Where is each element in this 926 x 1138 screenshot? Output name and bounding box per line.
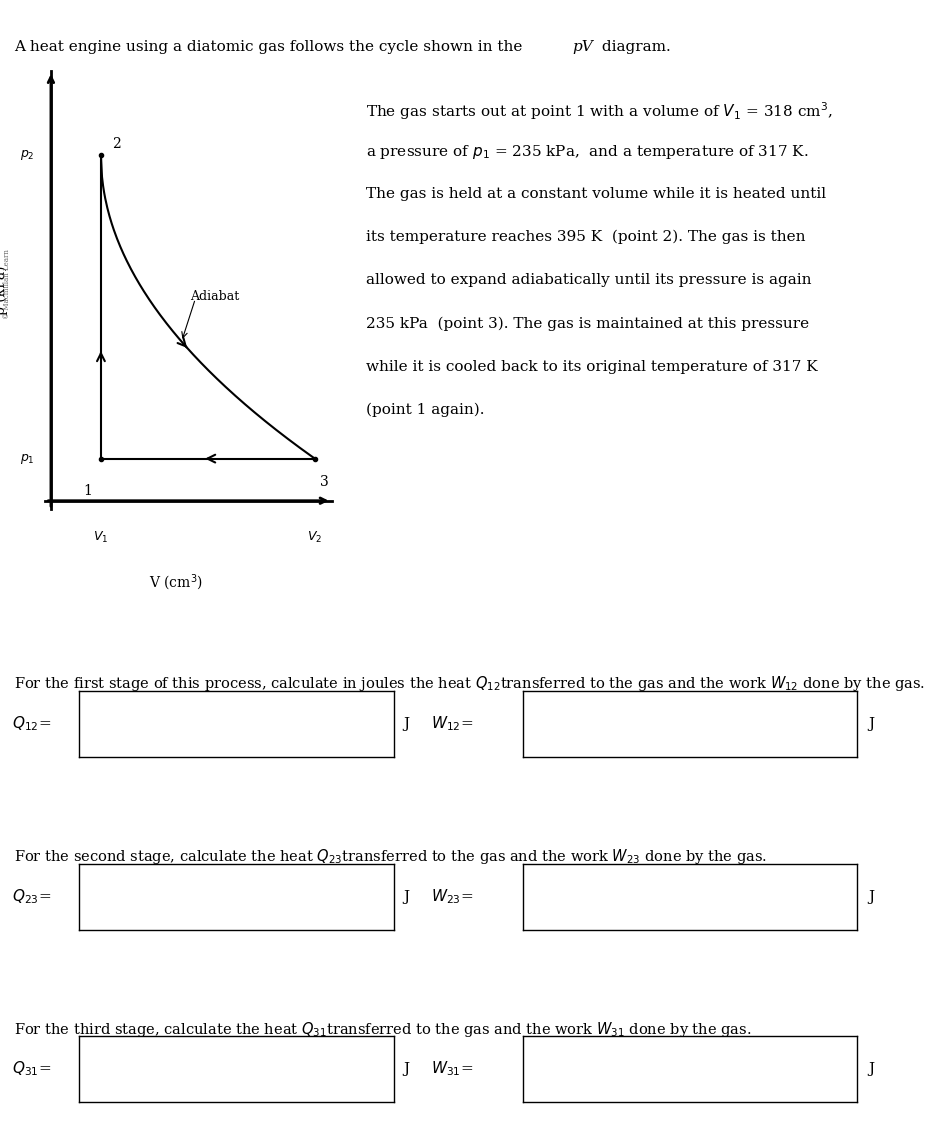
Text: 3: 3	[320, 476, 329, 489]
Text: The gas is held at a constant volume while it is heated until: The gas is held at a constant volume whi…	[366, 187, 826, 200]
Text: A heat engine using a diatomic gas follows the cycle shown in the: A heat engine using a diatomic gas follo…	[14, 40, 527, 53]
Text: Adiabat: Adiabat	[190, 290, 239, 303]
Text: $p_1$: $p_1$	[19, 452, 34, 465]
Text: J: J	[403, 717, 409, 731]
Text: p (kPa): p (kPa)	[0, 265, 8, 315]
Text: $V_1$: $V_1$	[94, 530, 108, 545]
Text: allowed to expand adiabatically until its pressure is again: allowed to expand adiabatically until it…	[366, 273, 811, 287]
Text: J: J	[403, 1062, 409, 1075]
Text: $W_{31}$=: $W_{31}$=	[431, 1059, 473, 1078]
Text: © Macmillan Learn: © Macmillan Learn	[4, 249, 11, 320]
Text: its temperature reaches 395 K  (point 2). The gas is then: its temperature reaches 395 K (point 2).…	[366, 230, 806, 245]
Text: For the second stage, calculate the heat $Q_{23}$transferred to the gas and the : For the second stage, calculate the heat…	[14, 847, 767, 866]
Text: J: J	[869, 1062, 875, 1075]
Text: For the first stage of this process, calculate in joules the heat $Q_{12}$transf: For the first stage of this process, cal…	[14, 674, 925, 693]
Text: $p_2$: $p_2$	[19, 148, 34, 163]
Text: $Q_{23}$=: $Q_{23}$=	[12, 888, 51, 906]
Text: For the third stage, calculate the heat $Q_{31}$transferred to the gas and the w: For the third stage, calculate the heat …	[14, 1020, 751, 1039]
Text: while it is cooled back to its original temperature of 317 K: while it is cooled back to its original …	[366, 360, 818, 373]
Text: $Q_{12}$=: $Q_{12}$=	[12, 715, 51, 733]
Text: diagram.: diagram.	[597, 40, 671, 53]
Text: The gas starts out at point 1 with a volume of $V_1$ = 318 cm$^3$,: The gas starts out at point 1 with a vol…	[366, 100, 832, 122]
Text: $W_{12}$=: $W_{12}$=	[431, 715, 473, 733]
Text: J: J	[403, 890, 409, 904]
Text: J: J	[869, 717, 875, 731]
Text: J: J	[869, 890, 875, 904]
Text: V (cm$^3$): V (cm$^3$)	[149, 572, 203, 593]
Text: 2: 2	[112, 138, 120, 151]
Text: $V_2$: $V_2$	[307, 530, 322, 545]
Text: pV: pV	[572, 40, 593, 53]
Text: 1: 1	[83, 484, 93, 498]
Text: 235 kPa  (point 3). The gas is maintained at this pressure: 235 kPa (point 3). The gas is maintained…	[366, 316, 809, 331]
Text: a pressure of $p_1$ = 235 kPa,  and a temperature of 317 K.: a pressure of $p_1$ = 235 kPa, and a tem…	[366, 143, 808, 162]
Text: $W_{23}$=: $W_{23}$=	[431, 888, 473, 906]
Text: $Q_{31}$=: $Q_{31}$=	[12, 1059, 51, 1078]
Text: (point 1 again).: (point 1 again).	[366, 403, 484, 418]
